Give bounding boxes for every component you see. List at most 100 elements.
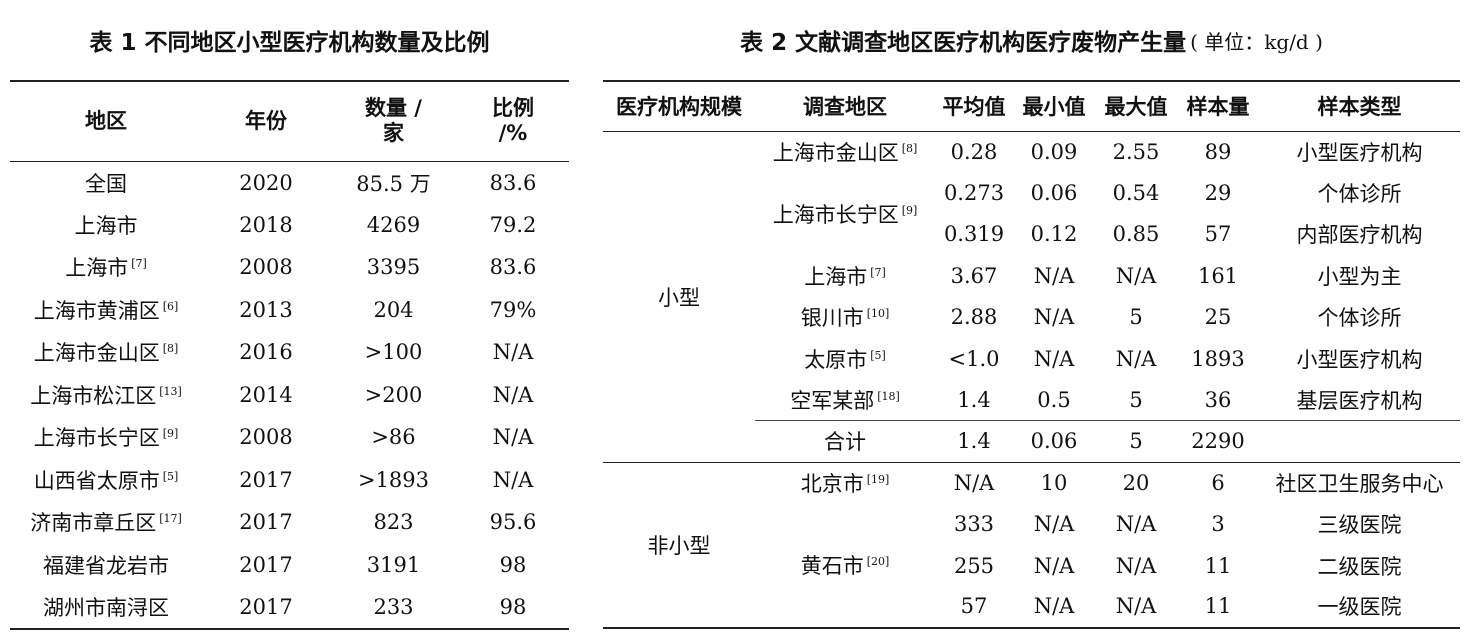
cell-year: 2013 bbox=[239, 297, 293, 322]
cell-min: 0.06 bbox=[1030, 181, 1078, 206]
region-name: 上海市金山区 bbox=[772, 140, 899, 165]
cell-avg: 0.28 bbox=[950, 139, 998, 164]
cell-region: 湖州市南浔区 bbox=[10, 586, 202, 629]
cell-year: 2017 bbox=[239, 467, 293, 492]
cell-region: 上海市松江区 [13] bbox=[10, 374, 202, 417]
cell-type: 三级医院 bbox=[1317, 513, 1402, 538]
region-name: 上海市 bbox=[804, 264, 868, 289]
cell-type: 个体诊所 bbox=[1317, 306, 1402, 331]
cell-region: 上海市黄浦区 [6] bbox=[10, 289, 202, 332]
table-row: 小型 上海市金山区 [8] 0.28 0.09 2.55 89 小型医疗机构 bbox=[603, 131, 1460, 310]
citation: [5] bbox=[162, 469, 179, 483]
cell-min: N/A bbox=[1033, 594, 1075, 619]
group-nonsmall: 非小型 bbox=[603, 461, 755, 628]
header-min: 最小值 bbox=[1013, 81, 1095, 132]
cell-type: 小型为主 bbox=[1317, 264, 1402, 289]
table-2-caption: 表 2 文献调查地区医疗机构医疗废物产生量 ( 单位：kg/d ) bbox=[603, 0, 1460, 80]
cell-year: 2017 bbox=[239, 594, 293, 619]
table-2-grid: 医疗机构规模 调查地区 平均值 最小值 最大值 样本量 样本类型 小型 上海市金… bbox=[603, 80, 1460, 629]
table-1-caption: 表 1 不同地区小型医疗机构数量及比例 bbox=[89, 30, 490, 56]
cell-min: N/A bbox=[1033, 553, 1075, 578]
cell-max: 5 bbox=[1095, 420, 1177, 463]
cell-n: 25 bbox=[1204, 305, 1232, 330]
citation: [9] bbox=[901, 203, 918, 217]
cell-count: 3191 bbox=[366, 552, 421, 577]
cell-count: >86 bbox=[371, 425, 416, 450]
region-name: 空军某部 bbox=[790, 388, 875, 413]
region-name: 上海市 bbox=[65, 256, 129, 281]
region-name: 太原市 bbox=[804, 347, 868, 372]
table-row: 湖州市南浔区 2017 233 98 bbox=[10, 586, 569, 629]
cell-avg: 0.273 bbox=[943, 181, 1005, 206]
cell-max: N/A bbox=[1115, 512, 1157, 537]
cell-avg: 333 bbox=[953, 512, 995, 537]
region-name: 全国 bbox=[85, 171, 127, 196]
table-row: 上海市 [7] 2008 3395 83.6 bbox=[10, 246, 569, 289]
cell-min: 0.12 bbox=[1030, 222, 1078, 247]
table-2-caption-unit: ( 单位：kg/d ) bbox=[1190, 29, 1323, 54]
cell-n: 57 bbox=[1204, 222, 1232, 247]
table-row: 上海市金山区 [8] 2016 >100 N/A bbox=[10, 331, 569, 374]
cell-n: 11 bbox=[1204, 553, 1232, 578]
cell-ratio: N/A bbox=[492, 382, 534, 407]
cell-n: 89 bbox=[1204, 139, 1232, 164]
header-sample-size: 样本量 bbox=[1177, 81, 1259, 132]
cell-ratio: N/A bbox=[492, 467, 534, 492]
table-row: 上海市长宁区 [9] 2008 >86 N/A bbox=[10, 416, 569, 459]
cell-count: >200 bbox=[364, 382, 423, 407]
region-name: 湖州市南浔区 bbox=[43, 595, 169, 620]
table-row: 空军某部 [18] 1.4 0.5 5 36 基层医疗机构 bbox=[603, 379, 1460, 420]
group-small: 小型 bbox=[658, 285, 700, 310]
citation: [18] bbox=[877, 389, 900, 403]
region-name: 北京市 bbox=[800, 472, 864, 497]
cell-count: >1893 bbox=[357, 467, 430, 492]
cell-ratio: 95.6 bbox=[489, 510, 537, 535]
cell-max: N/A bbox=[1115, 553, 1157, 578]
cell-region: 黄石市 [20] bbox=[755, 504, 935, 628]
header-avg: 平均值 bbox=[935, 81, 1013, 132]
cell-ratio: 98 bbox=[499, 594, 527, 619]
cell-type: 个体诊所 bbox=[1317, 182, 1402, 207]
cell-max: 2.55 bbox=[1112, 139, 1160, 164]
cell-region: 银川市 [10] bbox=[755, 297, 935, 338]
header-survey-region: 调查地区 bbox=[755, 81, 935, 132]
cell-count: 233 bbox=[373, 594, 414, 619]
cell-ratio: N/A bbox=[492, 340, 534, 365]
table-1-grid: 地区 年份 数量 /家 比例 /% 全国 2020 85.5 万 83.6 上海市 201… bbox=[10, 80, 569, 630]
table-2-header-row: 医疗机构规模 调查地区 平均值 最小值 最大值 样本量 样本类型 bbox=[603, 81, 1460, 132]
cell-year: 2016 bbox=[239, 340, 293, 365]
cell-region: 上海市 [7] bbox=[755, 255, 935, 296]
cell-max: 5 bbox=[1129, 387, 1143, 412]
table-2-caption-title: 表 2 文献调查地区医疗机构医疗废物产生量 bbox=[740, 30, 1187, 56]
table-row: 济南市章丘区 [17] 2017 823 95.6 bbox=[10, 501, 569, 544]
region-name: 上海市 bbox=[74, 213, 138, 238]
cell-n: 161 bbox=[1197, 263, 1239, 288]
cell-ratio: 98 bbox=[499, 552, 527, 577]
cell-count: 85.5 万 bbox=[356, 171, 431, 196]
cell-region: 山西省太原市 [5] bbox=[10, 459, 202, 502]
table-2: 表 2 文献调查地区医疗机构医疗废物产生量 ( 单位：kg/d ) 医疗机构规模… bbox=[603, 0, 1460, 629]
cell-avg: 255 bbox=[953, 553, 995, 578]
cell-ratio: 83.6 bbox=[489, 170, 537, 195]
cell-min: N/A bbox=[1033, 346, 1075, 371]
cell-avg: 1.4 bbox=[957, 387, 991, 412]
cell-region: 上海市金山区 [8] bbox=[755, 131, 935, 172]
cell-region: 上海市长宁区 [9] bbox=[755, 172, 935, 255]
cell-avg: 3.67 bbox=[950, 263, 998, 288]
header-sample-type: 样本类型 bbox=[1259, 81, 1460, 132]
region-name: 济南市章丘区 bbox=[30, 511, 157, 536]
cell-max: N/A bbox=[1115, 594, 1157, 619]
citation: [17] bbox=[159, 512, 182, 526]
cell-n: 36 bbox=[1204, 387, 1232, 412]
cell-region: 太原市 [5] bbox=[755, 338, 935, 379]
table-1-header-row: 地区 年份 数量 /家 比例 /% bbox=[10, 81, 569, 162]
citation: [6] bbox=[162, 299, 179, 313]
cell-region: 上海市金山区 [8] bbox=[10, 331, 202, 374]
table-row: 非小型 北京市 [19] N/A 10 20 6 社区卫生服务中心 bbox=[603, 461, 1460, 628]
citation: [9] bbox=[162, 427, 179, 441]
table-row: 57 N/A N/A 11 一级医院 bbox=[603, 586, 1460, 627]
cell-min: 0.5 bbox=[1037, 387, 1071, 412]
cell-year: 2008 bbox=[239, 255, 293, 280]
cell-avg: 57 bbox=[960, 594, 988, 619]
cell-ratio: 79.2 bbox=[489, 212, 537, 237]
